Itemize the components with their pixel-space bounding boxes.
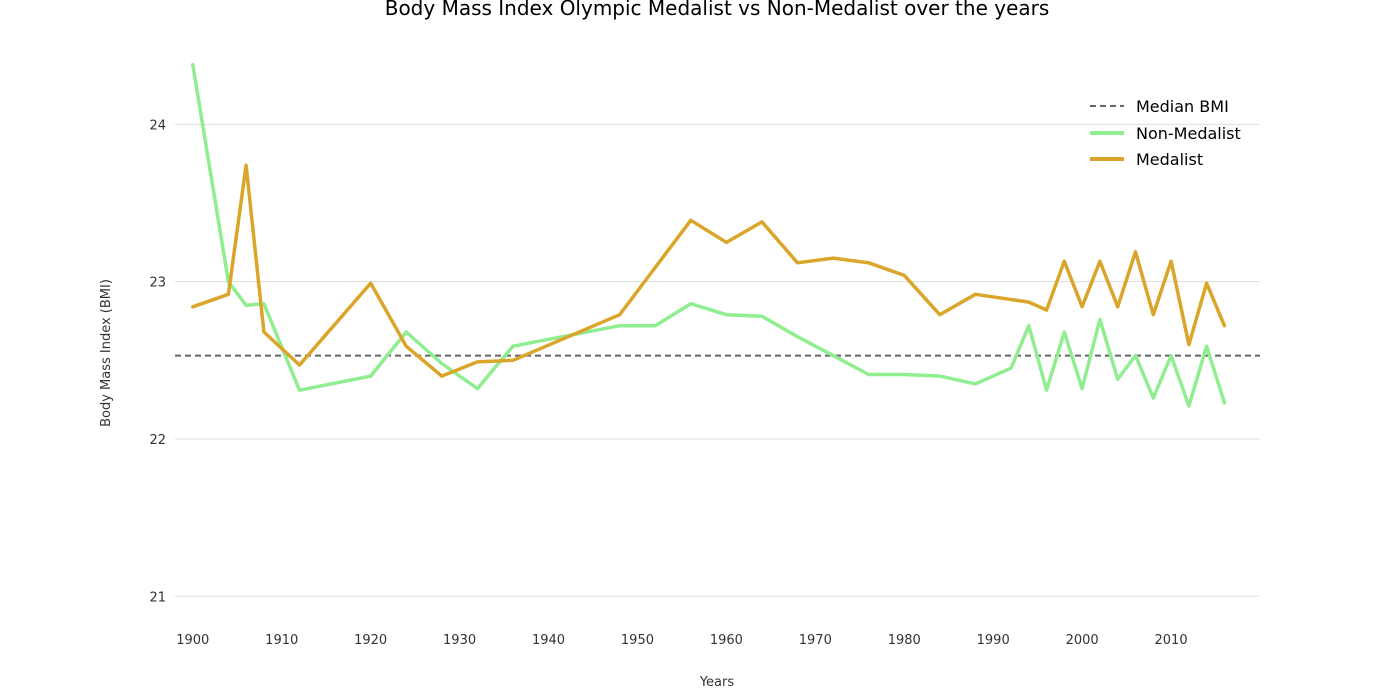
x-tick-label-1970: 1970 — [799, 633, 832, 648]
y-axis-label: Body Mass Index (BMI) — [99, 279, 114, 427]
chart-title: Body Mass Index Olympic Medalist vs Non-… — [385, 0, 1050, 20]
x-tick-label-1950: 1950 — [621, 633, 654, 648]
x-axis-ticks: 1900 1910 1920 1930 1940 1950 1960 1970 1980 1990… — [176, 633, 1187, 648]
grid-lines — [175, 123, 1260, 597]
series-line-medalist — [191, 163, 1227, 378]
x-tick-label-1920: 1920 — [354, 633, 387, 648]
x-tick-label-1960: 1960 — [710, 633, 743, 648]
series-line-non-medalist — [191, 62, 1227, 408]
y-tick-label-24: 24 — [149, 118, 166, 133]
x-tick-label-1900: 1900 — [176, 633, 209, 648]
x-tick-label-2000: 2000 — [1066, 633, 1099, 648]
x-tick-label-2010: 2010 — [1155, 633, 1188, 648]
x-tick-label-1910: 1910 — [265, 633, 298, 648]
legend-label-non-medalist: Non-Medalist — [1136, 124, 1241, 143]
y-tick-label-23: 23 — [149, 276, 166, 291]
y-axis-ticks: 21 22 23 24 — [149, 118, 166, 605]
legend-label-median-bmi: Median BMI — [1136, 97, 1229, 116]
series-group — [191, 62, 1227, 408]
x-tick-label-1990: 1990 — [977, 633, 1010, 648]
y-tick-label-21: 21 — [149, 590, 166, 605]
legend: Median BMI Non-Medalist Medalist — [1090, 97, 1241, 169]
legend-label-medalist: Medalist — [1136, 150, 1203, 169]
x-axis-label: Years — [699, 675, 735, 690]
x-tick-label-1980: 1980 — [888, 633, 921, 648]
x-tick-label-1940: 1940 — [532, 633, 565, 648]
y-tick-label-22: 22 — [149, 433, 166, 448]
x-tick-label-1930: 1930 — [443, 633, 476, 648]
